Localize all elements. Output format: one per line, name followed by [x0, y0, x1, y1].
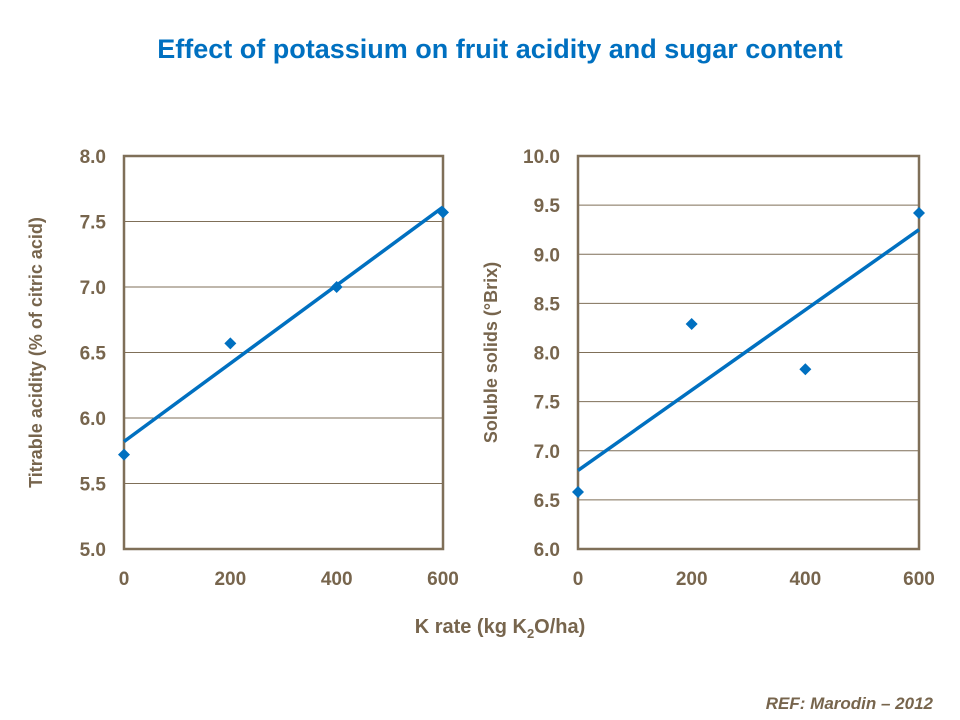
y-tick-label: 9.5: [534, 196, 561, 217]
data-point: [913, 206, 925, 219]
data-point: [437, 206, 449, 219]
y-tick-label: 6.5: [80, 344, 107, 365]
y-tick-label: 9.0: [534, 245, 560, 266]
y-axis-label: Titrable acidity (% of citric acid): [26, 217, 46, 488]
x-tick-label: 200: [676, 569, 708, 590]
chart-title: Effect of potassium on fruit acidity and…: [157, 34, 843, 64]
x-tick-label: 400: [321, 569, 353, 590]
x-label-sub: 2: [526, 626, 535, 641]
plot-area-border: [122, 154, 445, 551]
chart-2: 6.0 6.5 7.0 7.5 8.0 8.5 9.0 9.5 10.0 0 200 400 600 So…: [481, 147, 935, 590]
x-tick-label: 400: [789, 569, 821, 590]
data-point: [330, 281, 343, 293]
y-tick-label: 5.5: [80, 475, 107, 496]
data-point: [799, 363, 812, 376]
y-axis-label: Soluble solids (°Brix): [481, 262, 501, 443]
trendline: [576, 228, 921, 472]
data-point: [572, 486, 584, 499]
y-tick-label: 8.5: [534, 294, 561, 315]
y-tick-label: 7.0: [80, 278, 106, 299]
y-tick-label: 7.0: [534, 442, 560, 463]
data-point: [224, 337, 237, 350]
data-point: [118, 448, 130, 461]
chart-1: 5.0 5.5 6.0 6.5 7.0 7.5 8.0 0 200 400 600 Titrable …: [26, 147, 459, 590]
x-tick-label: 600: [427, 569, 459, 590]
x-tick-label: 200: [214, 569, 246, 590]
y-tick-label: 5.0: [80, 540, 106, 561]
y-tick-label: 8.0: [80, 147, 106, 168]
y-tick-label: 6.5: [534, 491, 561, 512]
shared-x-axis-label: K rate (kg K2O/ha): [0, 616, 960, 641]
x-tick-label: 0: [119, 569, 130, 590]
y-tick-label: 6.0: [534, 540, 560, 561]
x-label-post: O/ha): [534, 616, 586, 638]
y-tick-label: 8.0: [534, 344, 560, 365]
data-point: [685, 318, 698, 331]
y-tick-label: 7.5: [80, 213, 107, 234]
x-tick-label: 600: [903, 569, 935, 590]
x-tick-label: 0: [573, 569, 584, 590]
reference: REF: Marodin – 2012: [765, 694, 933, 713]
y-tick-label: 10.0: [523, 147, 560, 168]
x-label-pre: K rate (kg K: [414, 616, 527, 638]
y-tick-label: 7.5: [534, 393, 561, 414]
plot-area-border: [576, 154, 921, 551]
y-tick-label: 6.0: [80, 409, 106, 430]
trendline: [122, 205, 445, 443]
